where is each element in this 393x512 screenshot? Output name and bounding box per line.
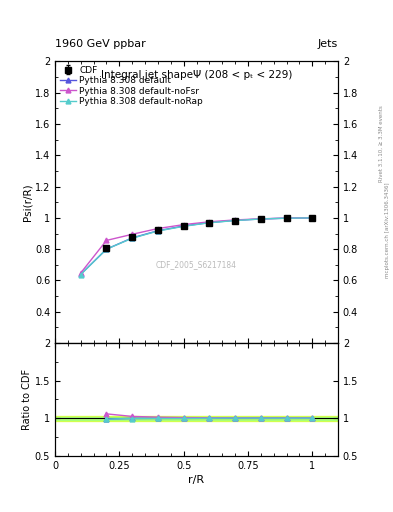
Line: Pythia 8.308 default: Pythia 8.308 default xyxy=(78,216,315,276)
Text: Jets: Jets xyxy=(318,38,338,49)
Pythia 8.308 default-noRap xyxy=(104,246,109,252)
Pythia 8.308 default xyxy=(259,216,263,222)
Pythia 8.308 default xyxy=(207,220,212,226)
Line: Pythia 8.308 default-noRap: Pythia 8.308 default-noRap xyxy=(78,216,315,277)
Pythia 8.308 default xyxy=(130,235,134,241)
Text: mcplots.cern.ch [arXiv:1306.3436]: mcplots.cern.ch [arXiv:1306.3436] xyxy=(385,183,389,278)
Pythia 8.308 default-noRap xyxy=(233,218,237,224)
Pythia 8.308 default xyxy=(156,228,160,234)
Pythia 8.308 default-noFsr xyxy=(310,215,315,221)
Pythia 8.308 default xyxy=(78,271,83,278)
Text: CDF_2005_S6217184: CDF_2005_S6217184 xyxy=(156,260,237,269)
Pythia 8.308 default xyxy=(284,215,289,221)
Pythia 8.308 default-noFsr xyxy=(259,216,263,222)
Pythia 8.308 default-noFsr xyxy=(156,225,160,231)
Pythia 8.308 default-noRap xyxy=(259,216,263,222)
Pythia 8.308 default-noRap xyxy=(207,220,212,226)
Bar xyxy=(55,417,338,420)
Pythia 8.308 default-noRap xyxy=(156,228,160,234)
Pythia 8.308 default xyxy=(233,217,237,223)
Pythia 8.308 default-noRap xyxy=(310,215,315,221)
Pythia 8.308 default-noFsr xyxy=(207,219,212,225)
Y-axis label: Psi(r/R): Psi(r/R) xyxy=(22,183,32,221)
Legend: CDF, Pythia 8.308 default, Pythia 8.308 default-noFsr, Pythia 8.308 default-noRa: CDF, Pythia 8.308 default, Pythia 8.308 … xyxy=(58,64,205,108)
Pythia 8.308 default-noFsr xyxy=(104,238,109,244)
Pythia 8.308 default xyxy=(181,223,186,229)
Text: Rivet 3.1.10, ≥ 3.3M events: Rivet 3.1.10, ≥ 3.3M events xyxy=(379,105,384,182)
Text: 1960 GeV ppbar: 1960 GeV ppbar xyxy=(55,38,146,49)
Pythia 8.308 default-noRap xyxy=(284,215,289,221)
Pythia 8.308 default-noFsr xyxy=(130,231,134,238)
Pythia 8.308 default-noFsr xyxy=(284,215,289,221)
X-axis label: r/R: r/R xyxy=(188,475,205,485)
Pythia 8.308 default xyxy=(310,215,315,221)
Bar xyxy=(55,416,338,421)
Pythia 8.308 default-noRap xyxy=(130,235,134,241)
Pythia 8.308 default xyxy=(104,246,109,252)
Pythia 8.308 default-noFsr xyxy=(78,270,83,276)
Pythia 8.308 default-noRap xyxy=(181,223,186,229)
Pythia 8.308 default-noFsr xyxy=(181,222,186,228)
Pythia 8.308 default-noRap xyxy=(78,271,83,278)
Text: Integral jet shapeΨ (208 < pₜ < 229): Integral jet shapeΨ (208 < pₜ < 229) xyxy=(101,70,292,80)
Y-axis label: Ratio to CDF: Ratio to CDF xyxy=(22,369,32,430)
Line: Pythia 8.308 default-noFsr: Pythia 8.308 default-noFsr xyxy=(78,216,315,275)
Pythia 8.308 default-noFsr xyxy=(233,217,237,223)
